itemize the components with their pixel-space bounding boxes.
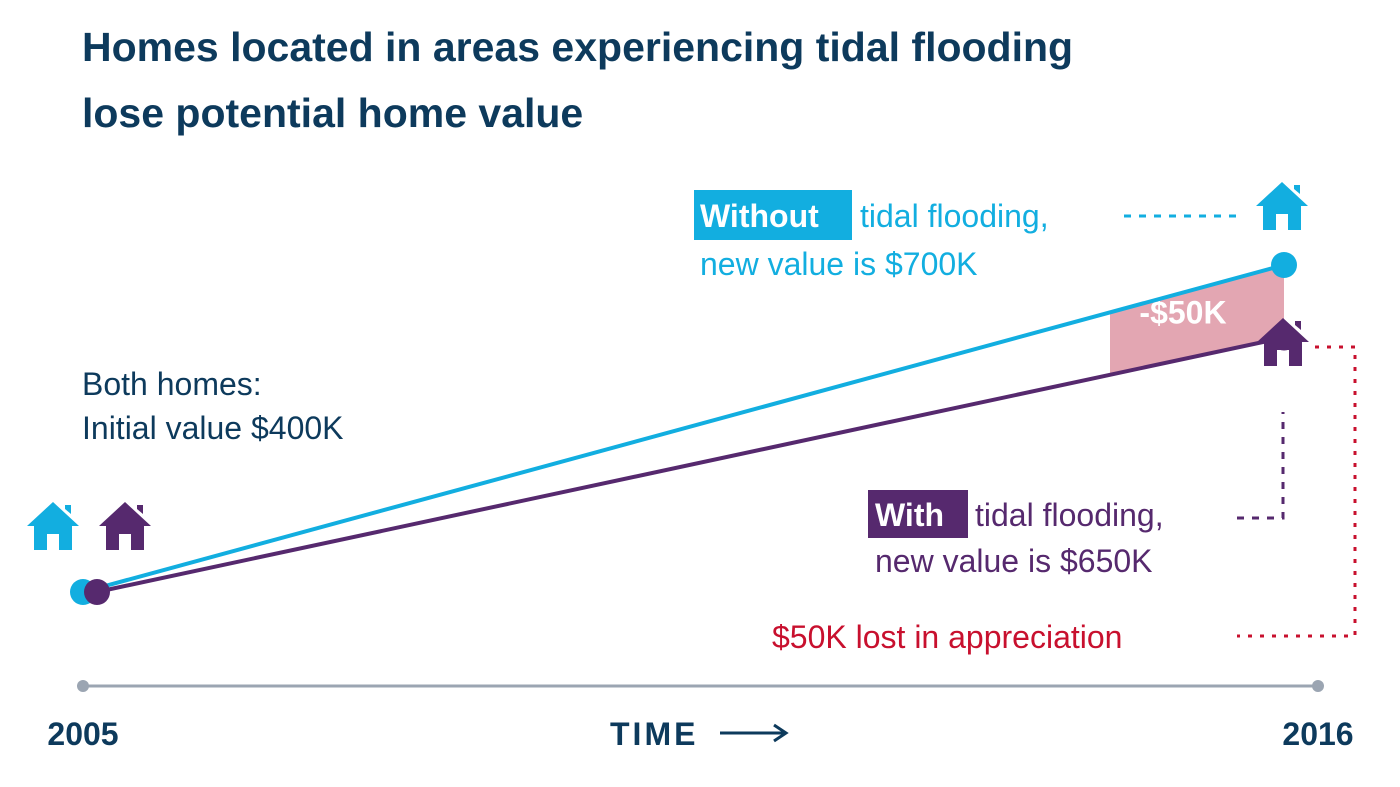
lost-appreciation-label: $50K lost in appreciation [772,619,1122,655]
with-highlight-box [868,490,968,538]
without-highlight-text: Without [700,198,819,234]
series-line-without [82,263,1285,594]
x-tick-2005: 2005 [47,716,118,752]
loss-area [1110,265,1284,375]
x-tick-2016: 2016 [1282,716,1353,752]
house-icon-with-2005 [99,502,151,550]
house-icon-without-2016 [1256,182,1308,230]
time-axis-start-dot [77,680,89,692]
with-connector [1237,412,1285,520]
house-icon-without-2005 [27,502,79,550]
time-axis-end-dot [1312,680,1324,692]
lost-connector [1237,345,1357,638]
with-label-line-2: new value is $650K [875,543,1153,579]
with-label-rest: tidal flooding, [975,497,1164,533]
initial-label-line-1: Both homes: [82,366,262,402]
with-highlight-text: With [875,497,944,533]
series-line-with [96,335,1285,594]
chart-title-line-2: lose potential home value [82,90,583,136]
without-label-line-2: new value is $700K [700,246,978,282]
x-axis-label: TIME [610,716,698,752]
without-highlight-box [694,190,852,240]
point-without-2016 [1271,252,1297,278]
initial-label-line-2: Initial value $400K [82,410,344,446]
chart-title-line-1: Homes located in areas experiencing tida… [82,24,1073,70]
time-arrow-icon [720,723,789,743]
without-label-rest: tidal flooding, [860,198,1049,234]
point-with-2005 [84,579,110,605]
